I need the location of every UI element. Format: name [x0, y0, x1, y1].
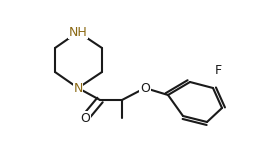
Text: N: N [73, 82, 83, 95]
Text: O: O [140, 82, 150, 95]
Text: F: F [214, 64, 222, 77]
Text: O: O [80, 111, 90, 124]
Text: NH: NH [69, 26, 87, 38]
